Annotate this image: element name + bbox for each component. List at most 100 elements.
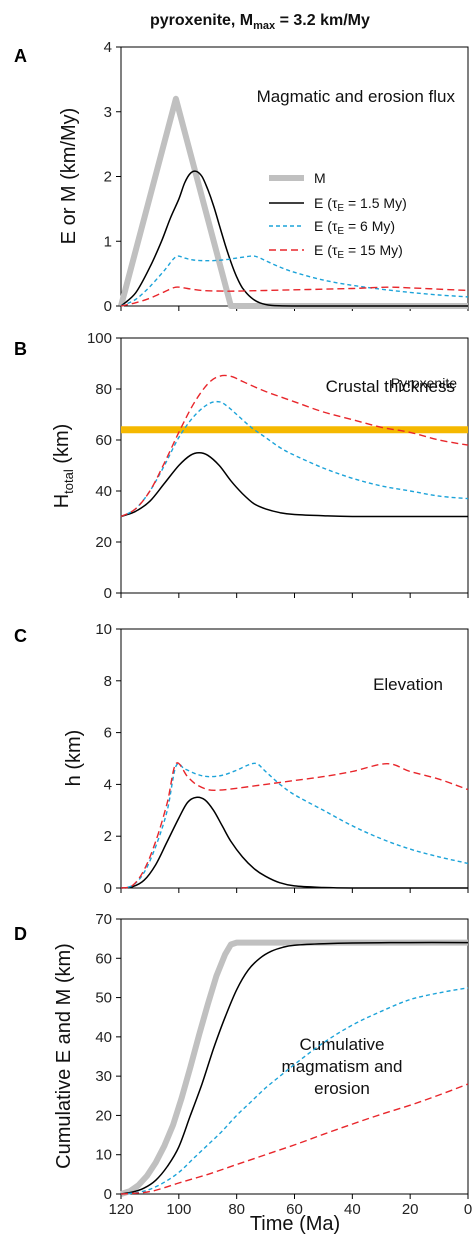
panel-b-ylabel-rest: (km) bbox=[51, 424, 73, 470]
y-tick-label: 2 bbox=[104, 828, 112, 845]
panel-a-ylabel: E or M (km/My) bbox=[58, 108, 80, 245]
y-tick-label: 1 bbox=[104, 233, 112, 250]
figure-title: pyroxenite, Mmax = 3.2 km/My bbox=[150, 12, 370, 32]
panel-c: Elevation h (km) 0 2 4 6 8 10 bbox=[63, 621, 469, 897]
panel-d-ylabel: Cumulative E and M (km) bbox=[53, 943, 75, 1169]
panel-c-frame bbox=[120, 628, 469, 889]
x-tick-label: 100 bbox=[166, 1201, 191, 1218]
panel-c-xticks bbox=[120, 888, 469, 893]
y-tick-label: 0 bbox=[104, 880, 112, 897]
panel-b-xticks bbox=[120, 593, 469, 598]
x-tick-labels: 120 100 80 60 40 20 0 bbox=[108, 1201, 472, 1218]
panel-b-ylabel-main: H bbox=[51, 494, 73, 508]
panel-b-ylabel: Htotal (km) bbox=[51, 424, 76, 509]
series-e1-line bbox=[120, 452, 468, 518]
panel-c-ylabel: h (km) bbox=[63, 730, 85, 787]
y-tick-label: 70 bbox=[95, 911, 112, 928]
series-e3-line bbox=[120, 762, 469, 889]
series-e1-line bbox=[120, 170, 468, 307]
panel-d-title-line-1: Cumulative bbox=[299, 1035, 384, 1054]
panel-c-title: Elevation bbox=[373, 675, 443, 694]
y-tick-label: 50 bbox=[95, 990, 112, 1007]
figure-title-main: pyroxenite, M bbox=[150, 12, 253, 29]
series-e2-line bbox=[120, 400, 469, 518]
legend-e2-text: E (τ bbox=[314, 218, 338, 234]
series-e2-line bbox=[120, 762, 469, 889]
legend-e3-sub: E bbox=[337, 250, 344, 261]
y-tick-label: 10 bbox=[95, 1147, 112, 1164]
figure-title-sub: max bbox=[253, 20, 276, 32]
y-tick-label: 20 bbox=[95, 534, 112, 551]
y-tick-label: 0 bbox=[104, 585, 112, 602]
x-tick-label: 60 bbox=[286, 1201, 303, 1218]
legend-e1-text: E (τ bbox=[314, 195, 338, 211]
y-tick-label: 30 bbox=[95, 1068, 112, 1085]
panel-letter-c: C bbox=[14, 626, 27, 646]
panel-c-yticks: 0 2 4 6 8 10 bbox=[95, 621, 121, 897]
series-e2-line bbox=[120, 987, 469, 1195]
series-e1-line bbox=[120, 796, 468, 889]
panel-b: Crustal thickness Htotal (km) 0 20 40 60 80 1… bbox=[51, 330, 469, 602]
panel-letter-b: B bbox=[14, 339, 27, 359]
y-tick-label: 10 bbox=[95, 621, 112, 638]
series-e2-line bbox=[120, 255, 469, 307]
legend-e2-rest: = 6 My) bbox=[344, 218, 395, 234]
y-tick-label: 4 bbox=[104, 39, 112, 56]
legend-e2-sub: E bbox=[337, 226, 344, 237]
y-tick-label: 20 bbox=[95, 1107, 112, 1124]
panel-d-title-line-2: magmatism and bbox=[282, 1057, 403, 1076]
panel-c-series bbox=[120, 762, 469, 889]
panel-letter-a: A bbox=[14, 46, 27, 66]
panel-a-title: Magmatic and erosion flux bbox=[257, 87, 456, 106]
panel-d-title-line-3: erosion bbox=[314, 1079, 370, 1098]
y-tick-label: 60 bbox=[95, 950, 112, 967]
x-tick-label: 40 bbox=[344, 1201, 361, 1218]
pyroxenite-label: Pyroxenite bbox=[391, 375, 457, 391]
panel-d: Cumulative magmatism and erosion Cumulat… bbox=[53, 911, 472, 1235]
legend-e3-label: E (τE = 15 My) bbox=[314, 242, 403, 261]
series-e3-line bbox=[120, 286, 469, 307]
y-tick-label: 80 bbox=[95, 381, 112, 398]
legend-e1-label: E (τE = 1.5 My) bbox=[314, 195, 407, 214]
panel-b-series bbox=[120, 374, 469, 518]
series-e1-line bbox=[120, 941, 469, 1195]
panel-a-series bbox=[118, 95, 469, 309]
panel-b-yticks: 0 20 40 60 80 100 bbox=[87, 330, 121, 602]
x-tick-label: 80 bbox=[228, 1201, 245, 1218]
panel-letter-d: D bbox=[14, 924, 27, 944]
x-tick-label: 0 bbox=[464, 1201, 472, 1218]
panel-a-yticks: 0 1 2 3 4 bbox=[104, 39, 121, 315]
panel-d-xticks bbox=[120, 1194, 469, 1199]
y-tick-label: 0 bbox=[104, 298, 112, 315]
y-tick-label: 2 bbox=[104, 169, 112, 186]
y-tick-label: 40 bbox=[95, 483, 112, 500]
legend: M E (τE = 1.5 My) E (τE = 6 My) E (τE = … bbox=[269, 170, 407, 261]
figure-title-rest: = 3.2 km/My bbox=[275, 12, 370, 29]
legend-e1-rest: = 1.5 My) bbox=[344, 195, 407, 211]
y-tick-label: 8 bbox=[104, 673, 112, 690]
panel-d-series bbox=[120, 939, 469, 1197]
series-m-line bbox=[120, 939, 468, 1197]
panel-a: Magmatic and erosion flux E or M (km/My)… bbox=[58, 39, 469, 315]
y-tick-label: 60 bbox=[95, 432, 112, 449]
y-tick-label: 100 bbox=[87, 330, 112, 347]
y-tick-label: 40 bbox=[95, 1029, 112, 1046]
legend-e1-sub: E bbox=[337, 203, 344, 214]
x-axis-label: Time (Ma) bbox=[250, 1213, 340, 1235]
panel-b-title: Crustal thickness bbox=[326, 377, 455, 396]
x-tick-label: 120 bbox=[108, 1201, 133, 1218]
y-tick-label: 4 bbox=[104, 776, 112, 793]
legend-e3-rest: = 15 My) bbox=[344, 242, 403, 258]
series-e3-line bbox=[120, 1083, 469, 1195]
y-tick-label: 6 bbox=[104, 725, 112, 742]
y-tick-label: 3 bbox=[104, 104, 112, 121]
legend-m-label: M bbox=[314, 170, 326, 186]
x-tick-label: 20 bbox=[402, 1201, 419, 1218]
series-e3-line bbox=[120, 374, 469, 518]
panel-d-yticks: 0 10 20 30 40 50 60 70 bbox=[95, 911, 121, 1203]
legend-e2-label: E (τE = 6 My) bbox=[314, 218, 395, 237]
y-tick-label: 0 bbox=[104, 1186, 112, 1203]
legend-e3-text: E (τ bbox=[314, 242, 338, 258]
panel-b-ylabel-sub: total bbox=[61, 469, 76, 494]
